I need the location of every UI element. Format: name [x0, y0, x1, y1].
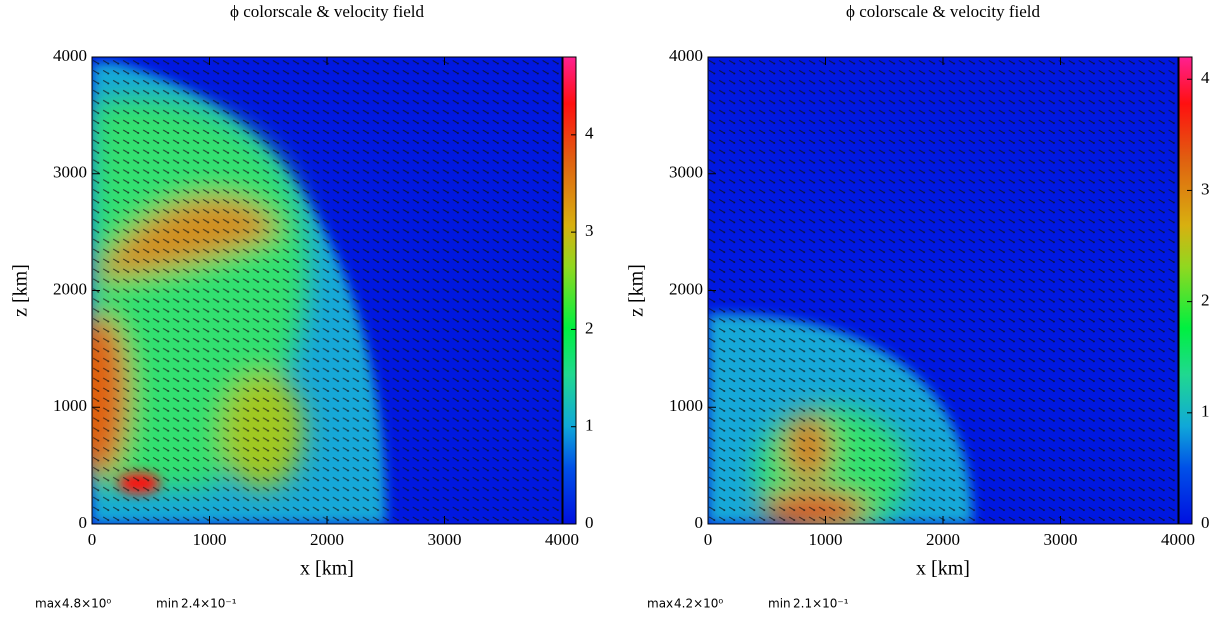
field-image: [92, 57, 562, 524]
y-tick-label: 4000: [53, 46, 87, 65]
x-tick-label: 4000: [545, 530, 579, 549]
colorbar-tick-label: 0: [585, 513, 594, 532]
min-label: min: [156, 597, 179, 611]
x-tick-label: 1000: [193, 530, 227, 549]
colorbar-tick-label: 3: [1201, 179, 1210, 198]
x-tick-label: 3000: [428, 530, 462, 549]
x-axis-label: x [km]: [916, 558, 970, 580]
colorbar-tick-label: 3: [585, 221, 594, 240]
chart-title: ϕ colorscale & velocity field: [846, 2, 1040, 21]
x-tick-label: 2000: [310, 530, 344, 549]
x-axis-label: x [km]: [300, 558, 354, 580]
y-tick-label: 2000: [53, 279, 87, 298]
max-label: max: [647, 597, 673, 611]
y-tick-label: 0: [695, 513, 704, 532]
y-tick-label: 3000: [53, 163, 87, 182]
max-value: 4.2×10⁰: [674, 597, 723, 611]
field-image: [708, 57, 1178, 524]
min-value: 2.1×10⁻¹: [793, 597, 849, 611]
y-tick-label: 1000: [53, 396, 87, 415]
y-tick-label: 4000: [669, 46, 703, 65]
y-tick-label: 2000: [669, 279, 703, 298]
x-tick-label: 0: [704, 530, 713, 549]
x-tick-label: 1000: [809, 530, 843, 549]
colorbar: [562, 56, 577, 525]
colorbar-tick-label: 1: [1201, 402, 1210, 421]
colorbar-tick-label: 2: [585, 318, 594, 337]
y-axis-label: z [km]: [10, 264, 32, 317]
y-tick-label: 0: [79, 513, 88, 532]
colorbar-tick-label: 1: [585, 416, 594, 435]
max-value: 4.8×10⁰: [62, 597, 111, 611]
y-tick-label: 1000: [669, 396, 703, 415]
max-label: max: [35, 597, 61, 611]
chart-title: ϕ colorscale & velocity field: [230, 2, 424, 21]
x-tick-label: 0: [88, 530, 97, 549]
colorbar-tick-label: 4: [1201, 68, 1210, 87]
colorbar: [1178, 56, 1193, 525]
min-label: min: [768, 597, 791, 611]
colorbar-tick-label: 0: [1201, 513, 1210, 532]
x-tick-label: 4000: [1161, 530, 1195, 549]
y-tick-label: 3000: [669, 163, 703, 182]
colorbar-tick-label: 4: [585, 124, 594, 143]
x-tick-label: 3000: [1044, 530, 1078, 549]
colorbar-tick-label: 2: [1201, 291, 1210, 310]
x-tick-label: 2000: [926, 530, 960, 549]
y-axis-label: z [km]: [626, 264, 648, 317]
min-value: 2.4×10⁻¹: [181, 597, 237, 611]
